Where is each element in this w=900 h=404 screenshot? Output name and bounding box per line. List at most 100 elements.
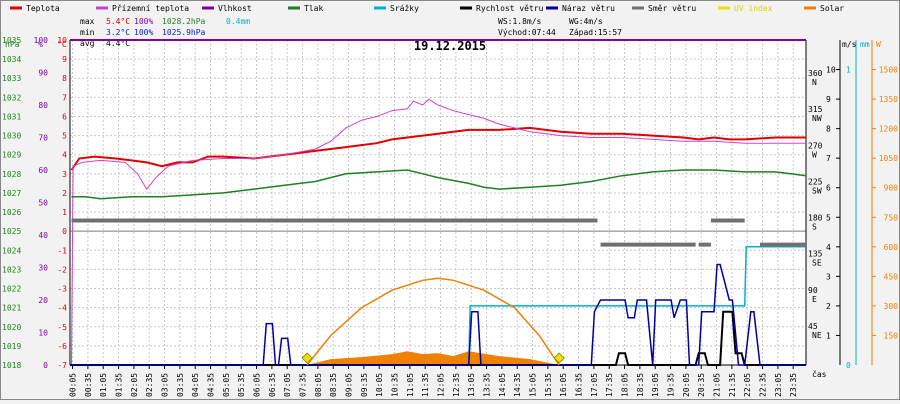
time-tick-label-11: 05:35: [237, 373, 246, 397]
wind-info: WS:1.8m/s WG:4m/s Východ:07:44 Západ:15:…: [498, 17, 622, 37]
time-tick-label-8: 04:05: [191, 373, 200, 397]
direction-tick-label-1: 315: [808, 105, 823, 114]
temp-tick-label-6: 4: [62, 151, 67, 160]
pressure-tick-label-14: 1021: [2, 304, 21, 313]
humidity-tick-label-4: 60: [38, 166, 48, 175]
legend-label-7: Směr větru: [648, 4, 696, 13]
pressure-tick-label-9: 1026: [2, 208, 21, 217]
time-tick-label-2: 01:05: [99, 373, 108, 397]
wind-speed-summary: WS:1.8m/s: [498, 17, 542, 26]
temp-tick-label-3: 7: [62, 93, 67, 102]
wind-tick-label-7: 3: [826, 272, 831, 281]
temp-unit: °C: [57, 40, 67, 49]
solar-tick-label-0: 1500: [879, 66, 898, 75]
time-tick-label-6: 03:05: [161, 373, 170, 397]
temp-tick-label-8: 2: [62, 189, 67, 198]
temp-tick-label-4: 6: [62, 112, 67, 121]
time-tick-label-41: 20:35: [697, 373, 706, 397]
direction-tick-label-3: 225: [808, 177, 823, 186]
legend-label-9: Solar: [820, 4, 844, 13]
humidity-tick-label-8: 20: [38, 296, 48, 305]
pressure-tick-label-6: 1029: [2, 151, 21, 160]
legend-label-1: Přízemní teplota: [112, 4, 189, 13]
pressure-tick-label-17: 1018: [2, 361, 21, 370]
wind-tick-label-4: 6: [826, 184, 831, 193]
temp-tick-label-1: 9: [62, 55, 67, 64]
time-tick-label-33: 16:35: [575, 373, 584, 397]
temp-tick-label-15: -5: [57, 323, 67, 332]
time-tick-label-23: 11:35: [421, 373, 430, 397]
time-tick-label-26: 13:05: [467, 373, 476, 397]
time-tick-label-19: 09:35: [360, 373, 369, 397]
time-tick-label-0: 00:05: [69, 373, 78, 397]
time-tick-label-10: 05:05: [222, 373, 231, 397]
humidity-unit: %: [38, 40, 43, 49]
time-tick-label-37: 18:35: [636, 373, 645, 397]
pressure-tick-label-0: 1035: [2, 36, 21, 45]
pressure-tick-label-10: 1025: [2, 227, 21, 236]
direction-tick-label-2: 270: [808, 141, 823, 150]
wind-tick-label-1: 9: [826, 95, 831, 104]
series-teplota: [70, 126, 806, 171]
wind-tick-label-5: 5: [826, 213, 831, 222]
solar-tick-label-1: 1350: [879, 95, 898, 104]
wind-tick-label-0: 10: [826, 66, 836, 75]
time-tick-label-34: 17:05: [590, 373, 599, 397]
stats-min-hum: 100%: [134, 28, 153, 37]
sunset-time: Západ:15:57: [569, 28, 622, 37]
direction-tick-label-0: 360: [808, 69, 823, 78]
stats-min-temp: 3.2°C: [106, 28, 130, 37]
humidity-tick-label-2: 80: [38, 101, 48, 110]
humidity-tick-label-1: 90: [38, 69, 48, 78]
legend: Teplota Přízemní teplota Vlhkost Tlak Srážky…: [10, 4, 844, 13]
sunrise-time: Východ:07:44: [498, 28, 556, 37]
temp-tick-label-0: 10: [57, 36, 67, 45]
time-tick-label-40: 20:05: [682, 373, 691, 397]
legend-label-4: Srážky: [390, 4, 419, 13]
time-tick-label-1: 00:35: [84, 373, 93, 397]
time-tick-label-9: 04:35: [207, 373, 216, 397]
rain-unit: mm: [860, 40, 870, 49]
direction-tick-label-6: 90: [808, 286, 818, 295]
legend-label-2: Vlhkost: [218, 4, 252, 13]
stats-max-press: 1028.2hPa: [162, 17, 206, 26]
temp-tick-label-2: 8: [62, 74, 67, 83]
time-tick-label-35: 17:35: [605, 373, 614, 397]
stats-avg-temp: 4.4°C: [106, 39, 130, 48]
sun-marker-0: [301, 352, 313, 364]
series-tlak: [71, 169, 807, 200]
direction-name-label-6: E: [812, 295, 817, 304]
plot-area: [70, 40, 806, 365]
pressure-tick-label-15: 1020: [2, 323, 21, 332]
solar-tick-label-2: 1200: [879, 125, 898, 134]
time-tick-label-45: 22:35: [759, 373, 768, 397]
series-prizemni-teplota: [71, 98, 806, 366]
pressure-tick-label-5: 1030: [2, 132, 21, 141]
stats-max-hum: 100%: [134, 17, 153, 26]
solar-tick-label-6: 600: [884, 243, 899, 252]
time-tick-label-21: 10:35: [391, 373, 400, 397]
time-tick-label-14: 07:05: [283, 373, 292, 397]
time-tick-label-38: 19:05: [651, 373, 660, 397]
solar-tick-label-9: 150: [884, 331, 899, 340]
pressure-tick-label-8: 1027: [2, 189, 21, 198]
time-tick-label-36: 18:05: [621, 373, 630, 397]
humidity-tick-label-0: 100: [34, 36, 49, 45]
solar-tick-label-4: 900: [884, 184, 899, 193]
time-tick-label-25: 12:35: [452, 373, 461, 397]
time-tick-label-42: 21:05: [713, 373, 722, 397]
pressure-tick-label-1: 1034: [2, 55, 21, 64]
stats-max-temp: 5.4°C: [106, 17, 130, 26]
humidity-tick-label-10: 0: [43, 361, 48, 370]
solar-unit: W: [876, 40, 881, 49]
rain-tick-label-1: 0: [846, 361, 851, 370]
series-naraz-vetru: [70, 263, 806, 366]
pressure-tick-label-2: 1033: [2, 74, 21, 83]
time-axis-label: čas: [812, 369, 827, 379]
temp-tick-label-10: 0: [62, 227, 67, 236]
direction-name-label-4: S: [812, 223, 817, 232]
wind-tick-label-2: 8: [826, 125, 831, 134]
time-tick-label-4: 02:05: [130, 373, 139, 397]
pressure-tick-label-3: 1032: [2, 93, 21, 102]
